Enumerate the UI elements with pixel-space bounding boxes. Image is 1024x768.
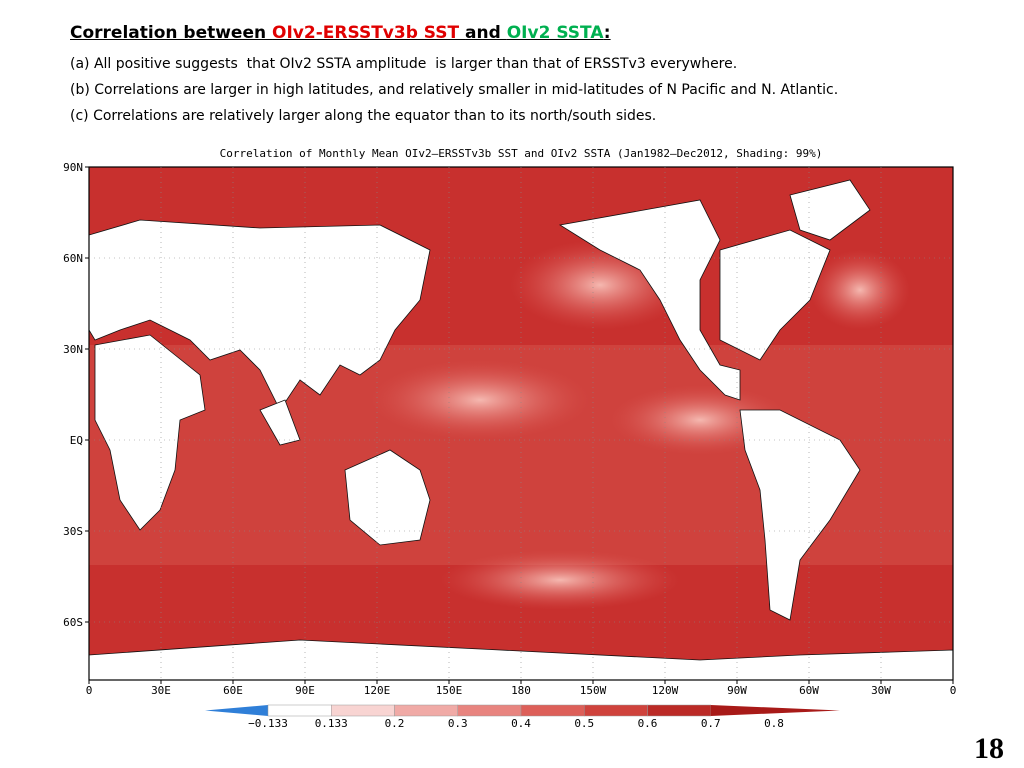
lon-label: 90W: [727, 684, 747, 697]
lon-label: 30W: [871, 684, 891, 697]
colorbar-box: [457, 704, 522, 717]
colorbar-label: 0.6: [638, 717, 658, 730]
title-part: Correlation between: [70, 23, 273, 43]
title-part: OIv2-ERSSTv3b SST: [272, 23, 466, 43]
colorbar-box: [394, 704, 458, 717]
colorbar-high: [710, 705, 840, 716]
colorbar-label: 0.2: [385, 717, 405, 730]
shading-light: [440, 550, 680, 610]
colorbar-label: 0.7: [701, 717, 721, 730]
lat-label: 90N: [63, 161, 83, 174]
lat-label: 60N: [63, 252, 83, 265]
shading-light: [810, 250, 910, 330]
slide-title: Correlation between OIv2-ERSSTv3b SST an…: [70, 23, 611, 43]
lon-label: 180: [511, 684, 531, 697]
title-part: and: [465, 23, 507, 43]
colorbar-label: 0.8: [764, 717, 784, 730]
page-number: 18: [974, 732, 1004, 765]
title-part: OIv2 SSTA: [506, 23, 604, 43]
lon-label: 60E: [223, 684, 243, 697]
lat-label: EQ: [70, 434, 83, 447]
colorbar-label: 0.4: [511, 717, 531, 730]
lon-label: 0: [86, 684, 93, 697]
colorbar-box: [647, 704, 711, 717]
colorbar-box: [520, 704, 585, 717]
colorbar-low: [205, 705, 268, 716]
note-line: (c) Correlations are relatively larger a…: [70, 108, 657, 124]
lon-label: 90E: [295, 684, 315, 697]
lat-label: 30S: [63, 525, 83, 538]
colorbar-box: [584, 704, 648, 717]
colorbar-label: −0.133: [248, 717, 288, 730]
lon-label: 0: [950, 684, 957, 697]
continents: [88, 179, 954, 681]
lon-label: 120E: [364, 684, 391, 697]
note-line: (b) Correlations are larger in high lati…: [70, 82, 839, 98]
colorbar-box: [267, 704, 332, 717]
lon-label: 60W: [799, 684, 819, 697]
map-title: Correlation of Monthly Mean OIv2—ERSSTv3…: [220, 147, 823, 160]
colorbar-label: 0.5: [574, 717, 594, 730]
colorbar-label: 0.3: [448, 717, 468, 730]
shading-light: [370, 360, 590, 440]
lat-label: 30N: [63, 343, 83, 356]
lon-label: 150W: [580, 684, 607, 697]
lon-label: 120W: [652, 684, 679, 697]
lon-label: 150E: [436, 684, 463, 697]
note-line: (a) All positive suggests that OIv2 SSTA…: [70, 56, 738, 72]
lon-label: 30E: [151, 684, 171, 697]
lat-label: 60S: [63, 616, 83, 629]
colorbar-label: 0.133: [315, 717, 348, 730]
colorbar-box: [331, 704, 395, 717]
title-part: :: [603, 23, 611, 43]
